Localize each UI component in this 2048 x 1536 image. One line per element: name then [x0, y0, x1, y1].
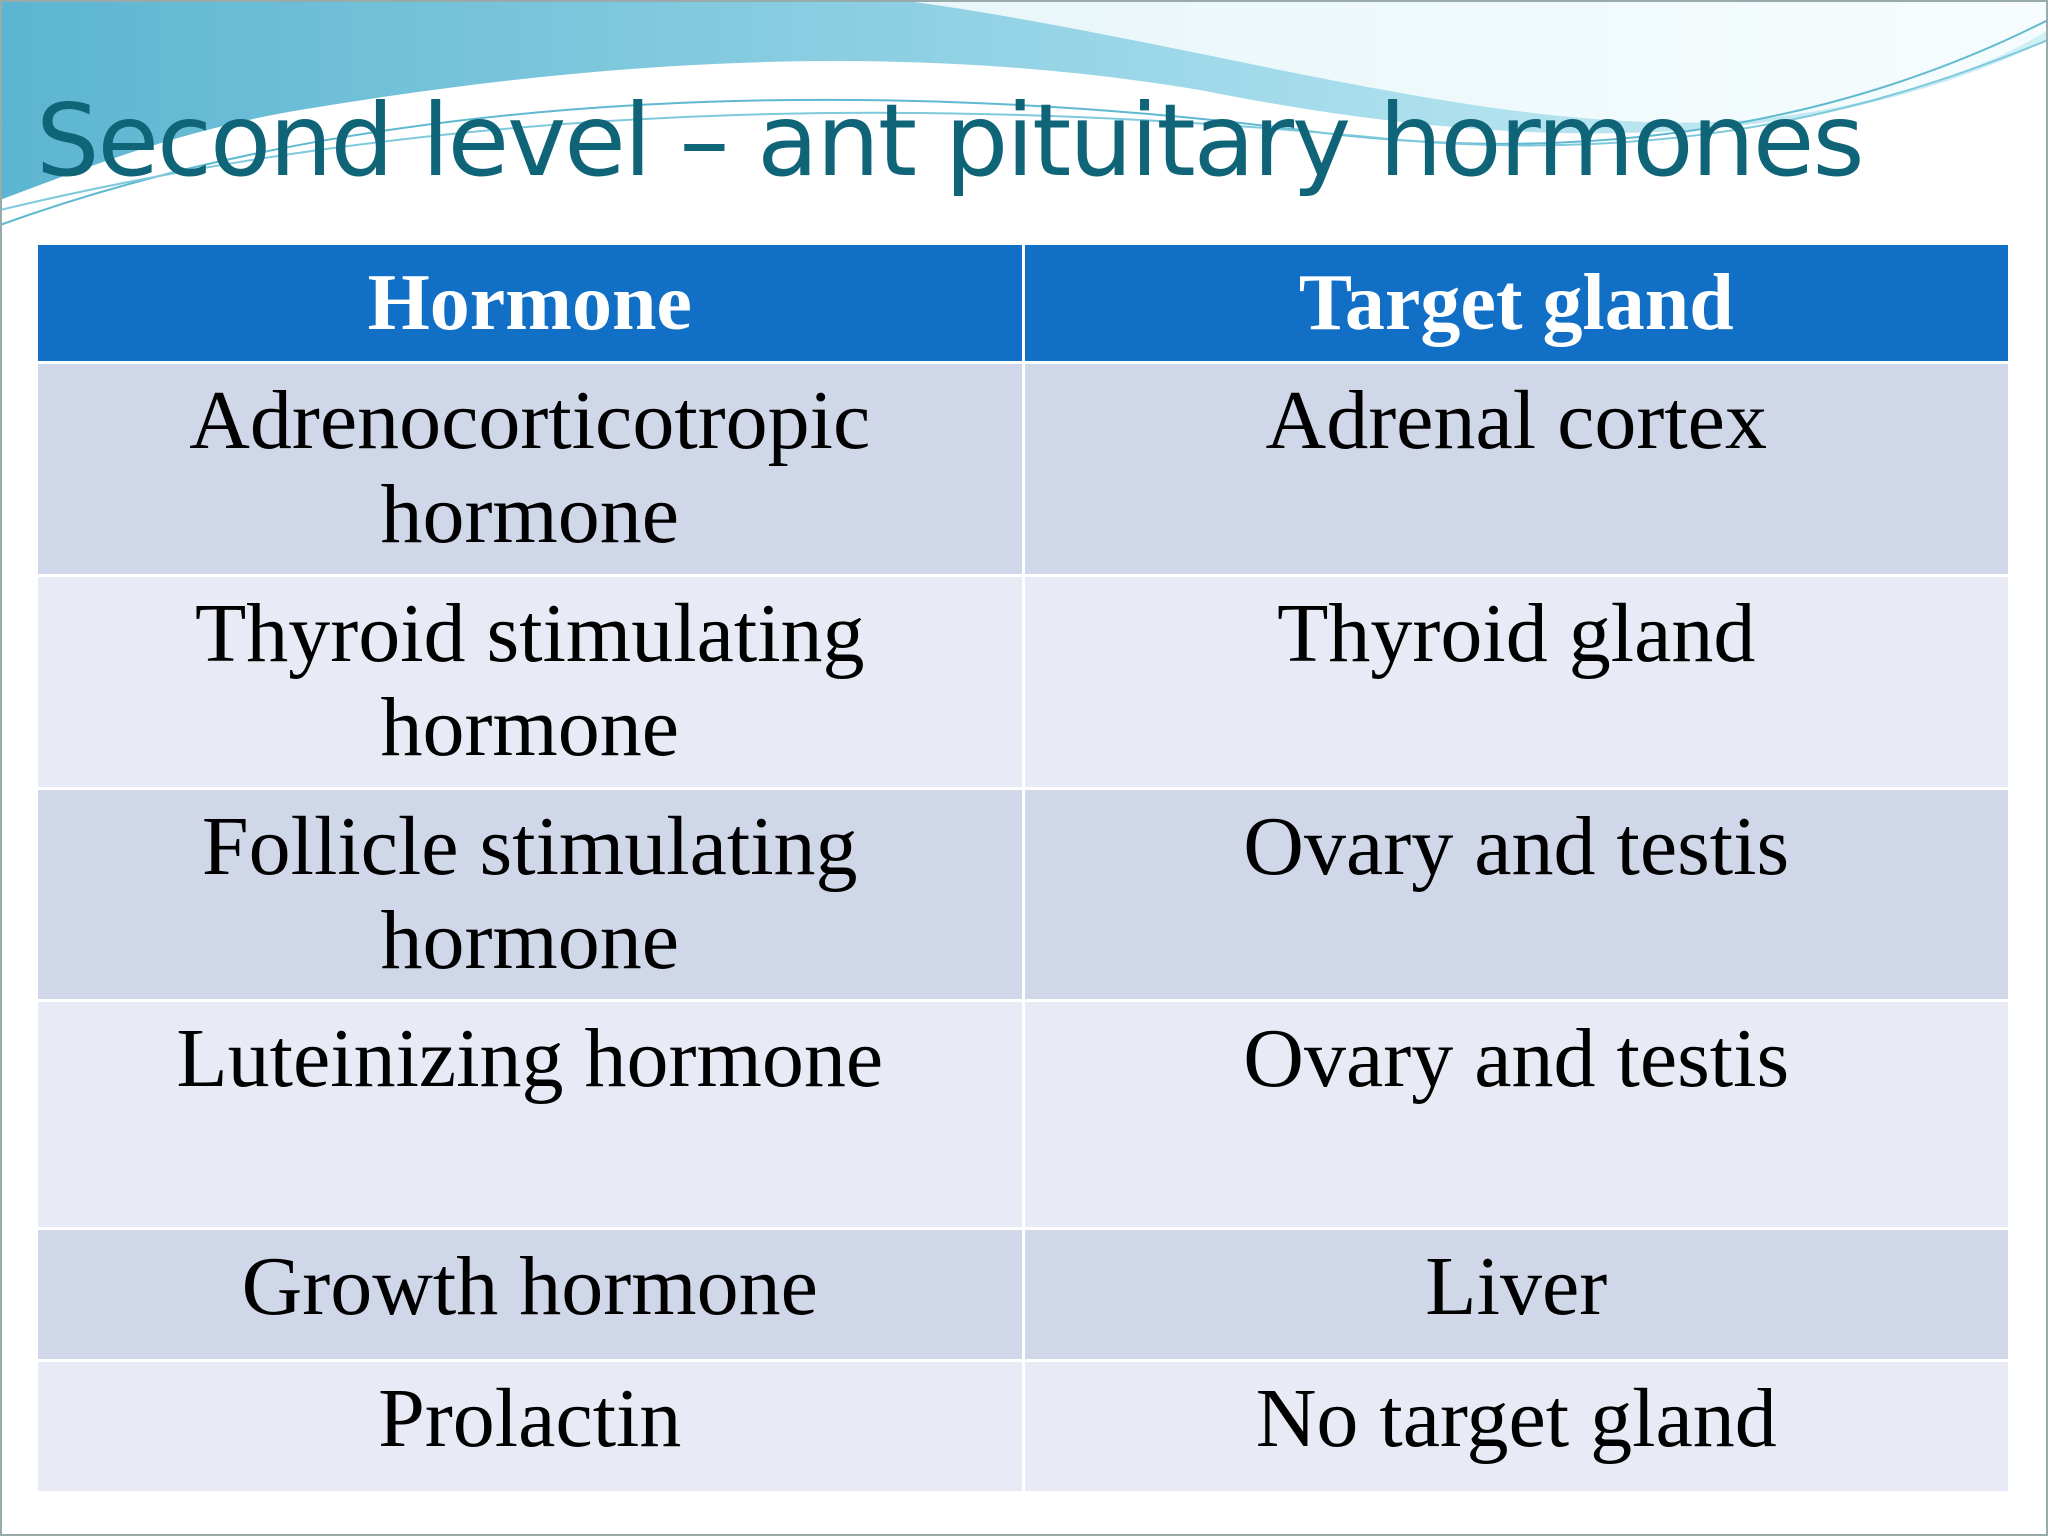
hormone-table: Hormone Target gland Adrenocorticotropic… [35, 242, 2011, 1494]
column-header: Target gland [1021, 242, 2011, 364]
table-row: Luteinizing hormone Ovary and testis [35, 999, 2011, 1230]
table-cell: Adrenal cortex [1021, 361, 2011, 577]
column-header: Hormone [35, 242, 1025, 364]
table-row: Growth hormone Liver [35, 1227, 2011, 1362]
table-cell: Thyroid gland [1021, 574, 2011, 790]
table-cell: Growth hormone [35, 1227, 1025, 1362]
table-cell: Luteinizing hormone [35, 999, 1025, 1230]
table-cell: Thyroid stimulating hormone [35, 574, 1025, 790]
table-row: Adrenocorticotropic hormone Adrenal corte… [35, 361, 2011, 577]
slide-title: Second level – ant pituitary hormones [36, 82, 1865, 199]
table-row: Thyroid stimulating hormone Thyroid gland [35, 574, 2011, 790]
table-cell: No target gland [1021, 1359, 2011, 1494]
table-cell: Ovary and testis [1021, 787, 2011, 1002]
table-cell: Liver [1021, 1227, 2011, 1362]
table-cell: Prolactin [35, 1359, 1025, 1494]
table-row: Follicle stimulating hormone Ovary and te… [35, 787, 2011, 1002]
table-cell: Ovary and testis [1021, 999, 2011, 1230]
table-row: Prolactin No target gland [35, 1359, 2011, 1494]
table-cell: Adrenocorticotropic hormone [35, 361, 1025, 577]
table-cell: Follicle stimulating hormone [35, 787, 1025, 1002]
